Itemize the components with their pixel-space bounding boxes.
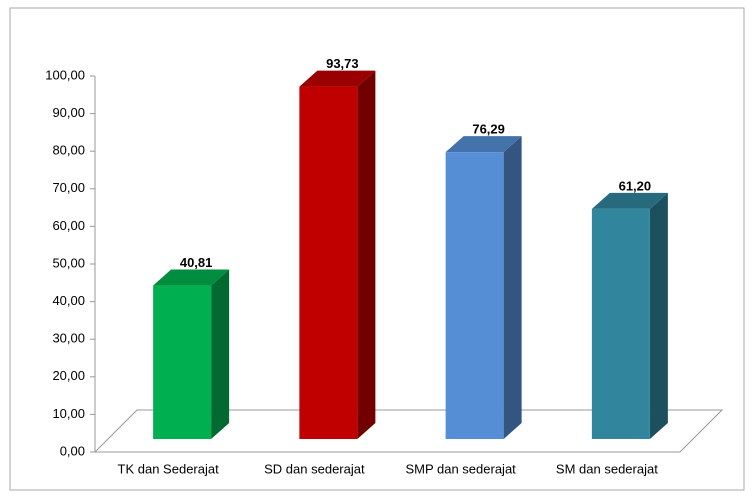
value-label: 61,20 <box>619 178 652 193</box>
bar-top <box>445 136 522 153</box>
y-tick-label: 20,00 <box>52 368 85 383</box>
bar-side <box>357 70 376 440</box>
value-label: 40,81 <box>180 255 213 270</box>
y-tick-label: 60,00 <box>52 218 85 233</box>
y-tick-label: 80,00 <box>52 143 85 158</box>
y-tick-label: 30,00 <box>52 331 85 346</box>
bar <box>299 86 358 440</box>
x-tick-label: SMP dan sederajat <box>405 461 516 476</box>
y-tick-label: 40,00 <box>52 293 85 308</box>
bar <box>153 285 212 439</box>
bar-side <box>503 136 522 439</box>
bar <box>591 208 650 439</box>
bar-side <box>211 269 230 439</box>
y-tick-label: 70,00 <box>52 180 85 195</box>
x-tick-label: TK dan Sederajat <box>118 461 220 476</box>
value-label: 76,29 <box>472 122 505 137</box>
x-tick-label: SM dan sederajat <box>556 461 658 476</box>
floor <box>93 409 724 453</box>
value-label: 93,73 <box>326 56 359 71</box>
y-tick-label: 90,00 <box>52 105 85 120</box>
y-tick-label: 0,00 <box>60 443 85 458</box>
y-tick-label: 10,00 <box>52 406 85 421</box>
bar-top <box>299 70 376 87</box>
x-tick-label: SD dan sederajat <box>264 461 365 476</box>
bar <box>445 152 504 439</box>
bar-side <box>649 192 668 439</box>
bar-top <box>153 269 230 286</box>
y-tick-label: 100,00 <box>45 67 85 82</box>
chart-frame <box>9 7 745 491</box>
bar-top <box>591 192 668 209</box>
y-tick-label: 50,00 <box>52 255 85 270</box>
